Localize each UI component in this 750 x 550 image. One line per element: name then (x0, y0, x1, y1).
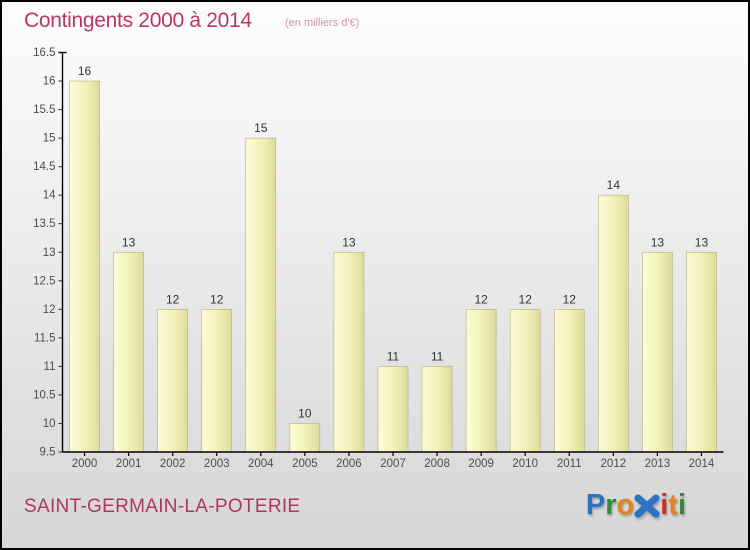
svg-text:12: 12 (563, 292, 577, 306)
svg-text:11: 11 (44, 361, 56, 373)
svg-text:2014: 2014 (689, 458, 715, 470)
svg-text:14.5: 14.5 (33, 161, 55, 173)
svg-text:13: 13 (43, 247, 56, 259)
svg-text:2005: 2005 (292, 458, 318, 470)
svg-text:15: 15 (254, 121, 268, 135)
svg-text:2013: 2013 (645, 458, 671, 470)
svg-text:10.5: 10.5 (33, 389, 55, 401)
svg-text:16.5: 16.5 (33, 47, 55, 59)
svg-text:11: 11 (387, 349, 400, 363)
svg-text:12.5: 12.5 (33, 275, 55, 287)
svg-text:14: 14 (607, 178, 621, 192)
svg-text:16: 16 (43, 76, 56, 88)
svg-text:13: 13 (651, 235, 665, 249)
svg-text:2006: 2006 (336, 458, 362, 470)
svg-text:2008: 2008 (424, 458, 450, 470)
svg-text:9.5: 9.5 (40, 447, 56, 459)
svg-text:11.5: 11.5 (34, 332, 56, 344)
svg-text:2011: 2011 (557, 458, 582, 470)
svg-text:13: 13 (695, 235, 709, 249)
svg-text:12: 12 (474, 292, 488, 306)
svg-text:15: 15 (43, 133, 56, 145)
svg-text:2010: 2010 (512, 458, 538, 470)
svg-text:12: 12 (210, 292, 224, 306)
svg-text:2012: 2012 (601, 458, 627, 470)
svg-text:12: 12 (166, 292, 180, 306)
svg-text:13: 13 (122, 235, 136, 249)
svg-text:10: 10 (43, 418, 56, 430)
svg-text:13.5: 13.5 (33, 218, 55, 230)
svg-text:2003: 2003 (204, 458, 230, 470)
svg-text:11: 11 (431, 349, 444, 363)
svg-text:2002: 2002 (160, 458, 186, 470)
svg-text:2001: 2001 (116, 458, 142, 470)
svg-text:15.5: 15.5 (33, 104, 55, 116)
svg-text:2004: 2004 (248, 458, 274, 470)
svg-text:14: 14 (43, 190, 56, 202)
svg-text:12: 12 (43, 304, 56, 316)
svg-text:2000: 2000 (72, 458, 98, 470)
svg-text:13: 13 (342, 235, 356, 249)
svg-text:10: 10 (298, 406, 312, 420)
svg-text:2007: 2007 (380, 458, 406, 470)
svg-text:2009: 2009 (468, 458, 494, 470)
svg-text:12: 12 (519, 292, 533, 306)
svg-text:16: 16 (78, 64, 92, 78)
